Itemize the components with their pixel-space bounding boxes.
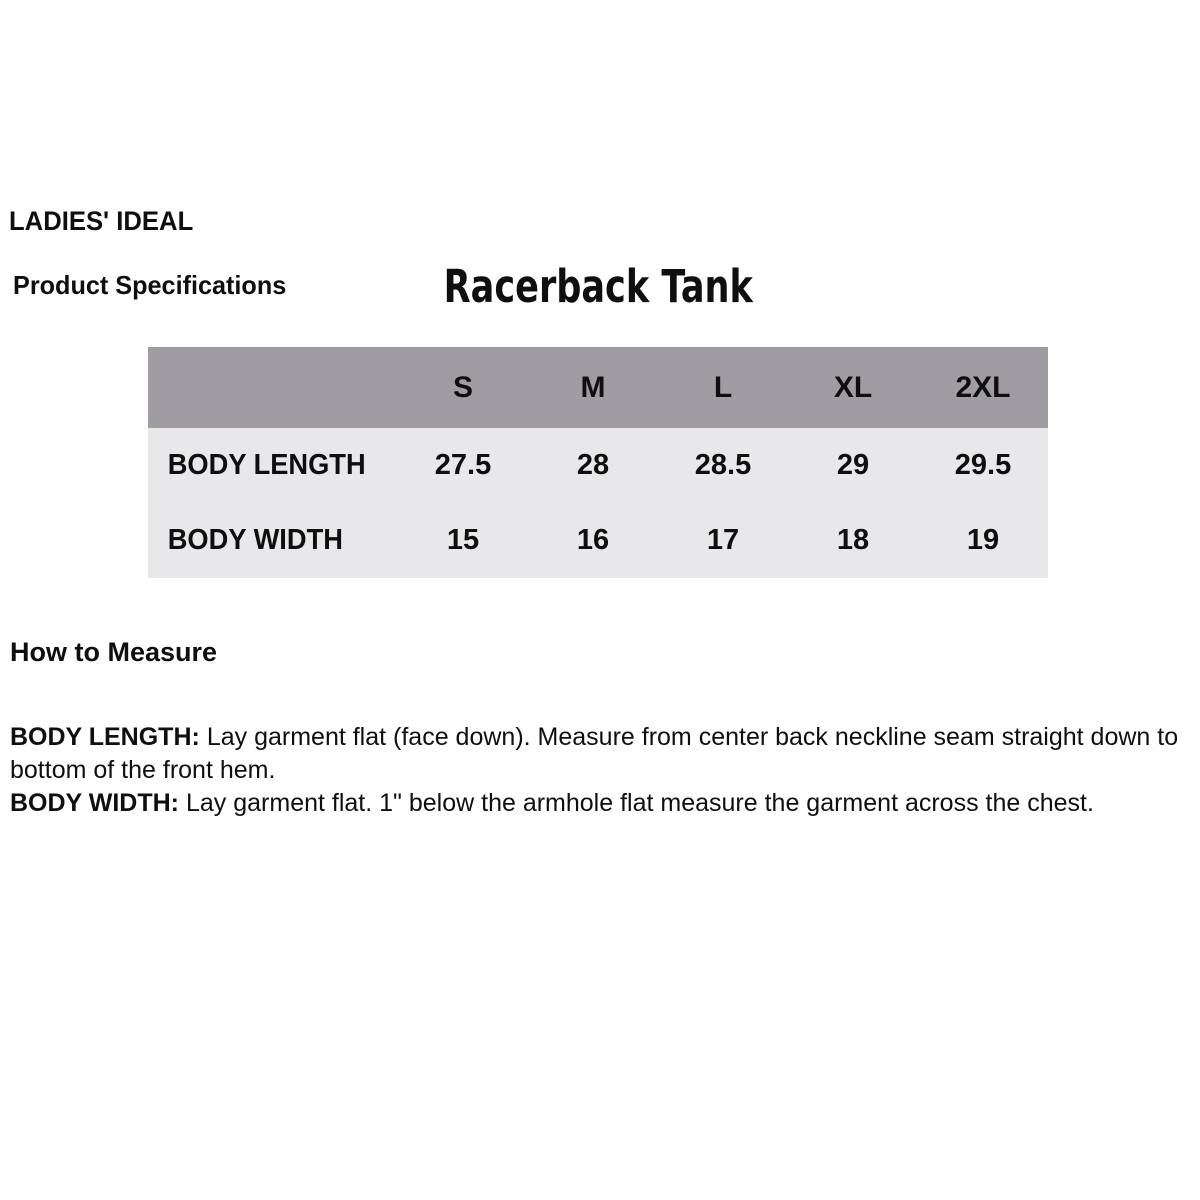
size-spec-table: S M L XL 2XL BODY LENGTH 27.5 28 28.5 29… (148, 347, 1048, 578)
measure-note-body-length-label: BODY LENGTH: (10, 723, 200, 751)
header-cell-size-l: L (713, 370, 733, 404)
brand-label: LADIES' IDEAL (9, 206, 194, 236)
measure-note-body-width-text: Lay garment flat. 1" below the armhole f… (185, 789, 1094, 817)
body-length-value-l: 28.5 (694, 449, 752, 481)
body-width-value-xl: 18 (836, 524, 870, 556)
body-length-value-2xl: 29.5 (954, 449, 1012, 481)
table-row-body-width: BODY WIDTH 15 16 17 18 19 (148, 503, 1048, 578)
measure-note-body-length-text: Lay garment flat (face down). Measure fr… (10, 723, 1179, 784)
body-length-value-xl: 29 (836, 449, 870, 481)
body-length-value-m: 28 (576, 449, 610, 481)
measure-notes: BODY LENGTH: Lay garment flat (face down)… (10, 721, 1198, 820)
body-width-value-s: 15 (446, 524, 480, 556)
row-label-body-width: BODY WIDTH (167, 524, 343, 556)
how-to-measure-heading: How to Measure (10, 637, 218, 667)
body-width-value-2xl: 19 (966, 524, 1000, 556)
size-table-header-row: S M L XL 2XL (148, 347, 1048, 428)
header-cell-size-s: S (452, 370, 473, 404)
header-cell-size-2xl: 2XL (955, 370, 1011, 404)
header-cell-size-m: M (580, 370, 606, 404)
measure-note-body-width: BODY WIDTH: Lay garment flat. 1" below th… (10, 787, 1198, 820)
header-cell-size-xl: XL (833, 370, 873, 404)
row-label-body-length: BODY LENGTH (167, 449, 366, 481)
measure-note-body-width-label: BODY WIDTH: (10, 789, 179, 817)
product-name-wrap: Racerback Tank (148, 260, 1048, 313)
table-row-body-length: BODY LENGTH 27.5 28 28.5 29 29.5 (148, 428, 1048, 503)
body-length-value-s: 27.5 (434, 449, 492, 481)
product-name: Racerback Tank (443, 260, 753, 313)
section-title: Product Specifications (13, 270, 287, 300)
measure-note-body-length: BODY LENGTH: Lay garment flat (face down)… (10, 721, 1198, 787)
body-width-value-l: 17 (706, 524, 740, 556)
body-width-value-m: 16 (576, 524, 610, 556)
